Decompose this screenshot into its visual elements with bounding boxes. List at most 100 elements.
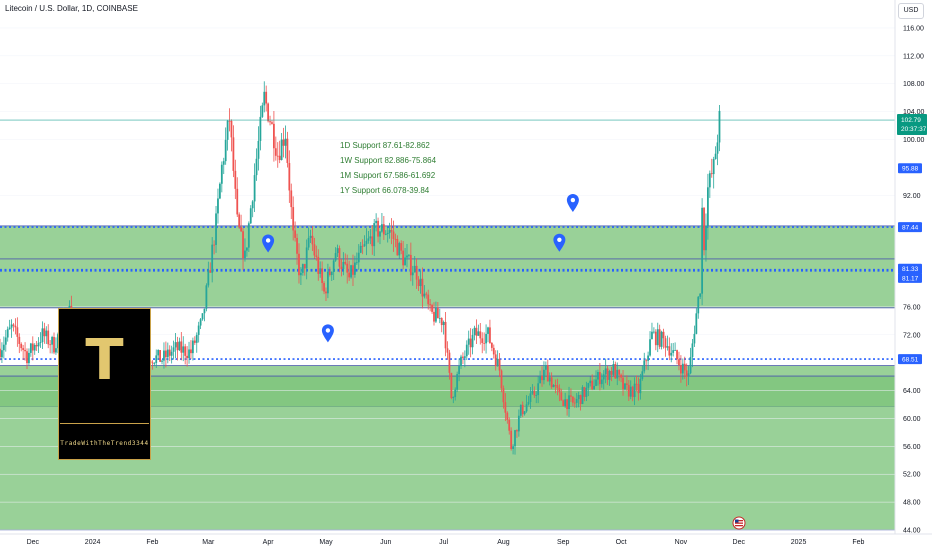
candle-body <box>170 351 173 356</box>
candle-body <box>365 240 368 245</box>
candle-body <box>710 173 713 175</box>
candle-body <box>276 155 279 157</box>
candle-body <box>500 370 503 389</box>
candle-body <box>504 402 507 413</box>
candle-body <box>224 139 227 162</box>
candle-body <box>303 264 306 269</box>
flag-stripe <box>735 520 743 522</box>
candle-body <box>207 270 210 286</box>
support-annotation-1y: 1Y Support 66.078-39.84 <box>340 186 430 195</box>
candle-body <box>290 190 293 208</box>
candle-body <box>180 341 183 353</box>
candle-body <box>199 319 202 326</box>
candle-body <box>612 364 615 375</box>
y-tick-label: 100.00 <box>903 137 925 144</box>
candle-body <box>562 400 565 406</box>
candle-body <box>195 334 198 343</box>
candle-body <box>458 366 460 375</box>
candle-body <box>718 110 721 143</box>
candle-body <box>56 334 59 349</box>
x-tick-label: 2024 <box>85 539 101 546</box>
candle-body <box>556 385 559 388</box>
candle-body <box>29 343 32 353</box>
x-tick-label: May <box>319 539 333 546</box>
marker-dot <box>570 197 576 203</box>
candle-body <box>678 359 680 366</box>
logo-text: TradeWithTheTrend3344 <box>60 440 149 447</box>
candle-body <box>608 370 611 380</box>
candle-body <box>548 377 551 382</box>
candle-body <box>483 342 486 344</box>
candle-body <box>388 230 391 233</box>
location-marker-icon <box>553 233 566 252</box>
candle-body <box>340 266 343 270</box>
candle-body <box>537 383 540 396</box>
candle-body <box>627 384 630 397</box>
candle-body <box>670 352 673 356</box>
candle-body <box>1 350 3 358</box>
candle-body <box>674 350 677 351</box>
candle-body <box>452 396 455 399</box>
support-annotation-1d: 1D Support 87.61-82.862 <box>340 141 430 150</box>
candle-body <box>635 383 638 385</box>
candle-body <box>714 153 717 160</box>
candle-body <box>639 378 642 394</box>
candle-body <box>174 342 177 348</box>
candle-body <box>489 327 491 343</box>
candle-body <box>593 385 595 390</box>
candle-body <box>323 283 325 292</box>
chart-title: Litecoin / U.S. Dollar, 1D, COINBASE <box>5 4 138 13</box>
y-tick-label: 64.00 <box>903 388 921 395</box>
candle-body <box>4 337 7 345</box>
candle-body <box>234 170 237 189</box>
candle-body <box>487 327 489 334</box>
candle-body <box>222 161 225 165</box>
candle-body <box>431 304 433 312</box>
candle-body <box>691 343 694 357</box>
candle-body <box>10 324 13 328</box>
candle-body <box>261 105 264 117</box>
currency-selector[interactable]: USD <box>898 3 924 19</box>
candle-body <box>51 336 53 345</box>
candle-body <box>685 370 688 377</box>
y-tick-label: 60.00 <box>903 416 921 423</box>
candle-body <box>330 271 333 276</box>
candle-body <box>492 347 495 355</box>
candle-body <box>573 402 576 404</box>
candle-body <box>598 372 601 385</box>
candle-body <box>409 254 412 276</box>
candle-body <box>614 364 617 379</box>
candle-body <box>217 198 219 214</box>
support-annotation-1m: 1M Support 67.586-61.692 <box>340 171 436 180</box>
candle-body <box>203 308 206 314</box>
candle-body <box>334 253 337 261</box>
candle-body <box>450 372 453 399</box>
candle-body <box>2 344 5 351</box>
candle-body <box>490 342 493 348</box>
candle-body <box>701 207 704 294</box>
candle-body <box>539 375 541 384</box>
candle-body <box>305 247 308 269</box>
candle-body <box>479 331 482 339</box>
candle-body <box>625 383 628 385</box>
candle-body <box>240 227 243 232</box>
candle-body <box>560 392 563 401</box>
candle-body <box>600 379 603 385</box>
candle-body <box>656 329 659 346</box>
candle-body <box>406 255 408 258</box>
candle-body <box>182 346 185 353</box>
candle-body <box>247 223 250 248</box>
x-tick-label: Aug <box>497 539 510 546</box>
candle-body <box>523 411 526 415</box>
candle-body <box>681 363 684 374</box>
candle-body <box>6 329 9 338</box>
candle-body <box>624 383 626 390</box>
marker-pin <box>553 233 566 252</box>
candle-body <box>369 236 372 239</box>
y-tick-label: 56.00 <box>903 444 921 451</box>
y-tick-label: 76.00 <box>903 304 921 311</box>
candle-body <box>301 264 304 273</box>
current-price-label: 102.79 <box>901 117 921 124</box>
candle-body <box>591 380 594 390</box>
